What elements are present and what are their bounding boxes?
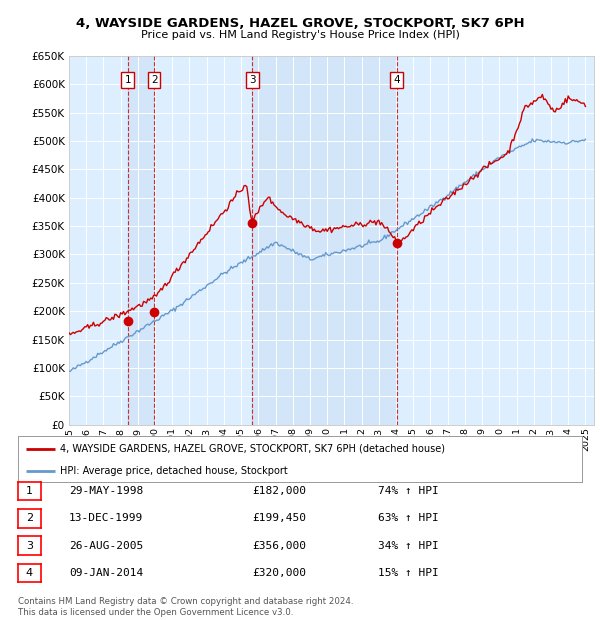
Text: 13-DEC-1999: 13-DEC-1999 (69, 513, 143, 523)
Text: 3: 3 (26, 541, 33, 551)
Text: £356,000: £356,000 (252, 541, 306, 551)
Text: 4, WAYSIDE GARDENS, HAZEL GROVE, STOCKPORT, SK7 6PH (detached house): 4, WAYSIDE GARDENS, HAZEL GROVE, STOCKPO… (60, 444, 445, 454)
Text: 34% ↑ HPI: 34% ↑ HPI (378, 541, 439, 551)
Bar (253, 56, 397, 425)
Text: Price paid vs. HM Land Registry's House Price Index (HPI): Price paid vs. HM Land Registry's House … (140, 30, 460, 40)
Text: 2: 2 (26, 513, 33, 523)
Text: 4, WAYSIDE GARDENS, HAZEL GROVE, STOCKPORT, SK7 6PH: 4, WAYSIDE GARDENS, HAZEL GROVE, STOCKPO… (76, 17, 524, 30)
Text: Contains HM Land Registry data © Crown copyright and database right 2024.
This d: Contains HM Land Registry data © Crown c… (18, 598, 353, 617)
Text: £199,450: £199,450 (252, 513, 306, 523)
Text: 09-JAN-2014: 09-JAN-2014 (69, 568, 143, 578)
Text: 29-MAY-1998: 29-MAY-1998 (69, 486, 143, 496)
Text: HPI: Average price, detached house, Stockport: HPI: Average price, detached house, Stoc… (60, 466, 288, 476)
Text: 3: 3 (249, 75, 256, 85)
Text: 1: 1 (124, 75, 131, 85)
Text: 2: 2 (151, 75, 158, 85)
Text: 4: 4 (393, 75, 400, 85)
Text: 4: 4 (26, 568, 33, 578)
Text: 63% ↑ HPI: 63% ↑ HPI (378, 513, 439, 523)
Text: 74% ↑ HPI: 74% ↑ HPI (378, 486, 439, 496)
Text: £182,000: £182,000 (252, 486, 306, 496)
Bar (128, 56, 154, 425)
Text: 15% ↑ HPI: 15% ↑ HPI (378, 568, 439, 578)
Text: £320,000: £320,000 (252, 568, 306, 578)
Text: 1: 1 (26, 486, 33, 496)
Text: 26-AUG-2005: 26-AUG-2005 (69, 541, 143, 551)
